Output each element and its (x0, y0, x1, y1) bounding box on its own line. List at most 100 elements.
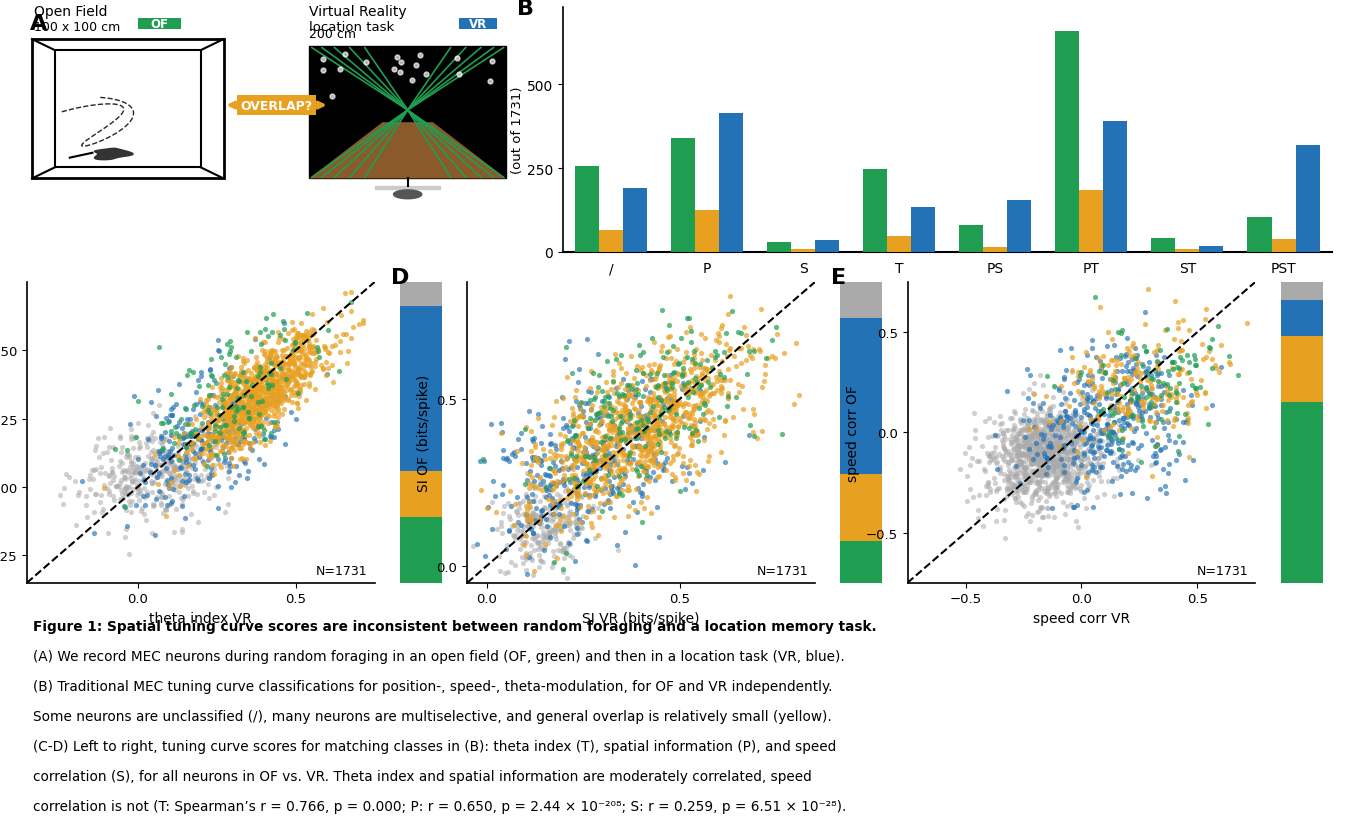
Point (529, 514, 550, 527)
Point (160, 429, 182, 442)
Point (229, 469, 250, 482)
Point (997, 470, 1018, 484)
Point (190, 393, 211, 407)
Point (176, 466, 198, 479)
Point (574, 441, 596, 455)
Point (1046, 419, 1068, 432)
Point (264, 424, 285, 437)
Point (1052, 427, 1073, 440)
Point (697, 395, 718, 408)
Point (285, 378, 307, 391)
Point (252, 416, 273, 429)
Point (617, 416, 639, 430)
Point (1030, 460, 1052, 473)
Point (636, 432, 658, 445)
Point (226, 436, 247, 450)
Point (1061, 413, 1083, 426)
Point (210, 351, 231, 364)
Point (611, 464, 632, 477)
Point (198, 392, 219, 406)
Point (636, 472, 658, 485)
Point (650, 407, 671, 420)
Point (171, 455, 192, 468)
Point (523, 481, 545, 494)
Point (1041, 430, 1063, 443)
Point (1169, 377, 1190, 390)
Point (1185, 359, 1206, 373)
Point (182, 480, 203, 493)
Point (104, 494, 125, 508)
Point (129, 460, 151, 474)
Point (1106, 403, 1127, 416)
Point (594, 405, 616, 418)
Point (174, 427, 195, 440)
Point (257, 417, 278, 431)
Point (1177, 417, 1198, 431)
Point (663, 454, 685, 467)
Point (1014, 467, 1036, 480)
Point (542, 514, 564, 527)
Point (607, 469, 628, 483)
Point (1154, 324, 1176, 337)
Point (668, 441, 690, 455)
Point (638, 445, 659, 458)
Point (145, 471, 167, 484)
Point (594, 432, 616, 445)
Point (1120, 405, 1142, 418)
Point (1131, 412, 1153, 426)
Point (660, 398, 682, 412)
Point (1165, 392, 1186, 406)
Point (140, 430, 161, 443)
Point (584, 532, 605, 545)
Point (120, 461, 141, 474)
Point (681, 440, 702, 453)
Point (554, 514, 576, 527)
Point (687, 377, 709, 390)
Point (611, 434, 632, 447)
Point (202, 435, 223, 448)
Point (1024, 415, 1045, 428)
Point (281, 324, 303, 337)
Point (538, 521, 560, 534)
Point (1002, 478, 1024, 491)
Point (655, 393, 677, 407)
Point (1049, 445, 1071, 458)
Point (292, 329, 313, 342)
Point (1038, 453, 1060, 466)
Point (1041, 443, 1063, 456)
Point (521, 459, 542, 472)
Point (561, 449, 582, 462)
Point (226, 404, 247, 417)
Point (91, 447, 113, 460)
Point (554, 480, 576, 493)
Point (258, 373, 280, 386)
Point (678, 387, 699, 400)
Point (1056, 474, 1077, 487)
Point (219, 401, 241, 414)
Point (272, 357, 293, 370)
Bar (671, 139, 695, 253)
Point (163, 465, 184, 478)
Point (160, 469, 182, 483)
Point (342, 320, 363, 334)
Point (593, 409, 615, 422)
Point (210, 421, 231, 434)
Point (1141, 388, 1162, 401)
Point (1127, 392, 1149, 406)
Point (651, 400, 672, 413)
Point (95, 481, 117, 494)
Point (576, 435, 597, 448)
Point (261, 376, 282, 389)
Point (1100, 354, 1122, 368)
Point (198, 435, 219, 448)
Point (521, 445, 542, 459)
Point (662, 375, 683, 388)
Point (1092, 384, 1114, 397)
Point (1002, 436, 1024, 449)
Point (1149, 344, 1170, 358)
Point (266, 401, 288, 414)
Point (265, 344, 286, 358)
Point (1056, 436, 1077, 449)
Point (152, 452, 174, 465)
Point (616, 429, 638, 442)
